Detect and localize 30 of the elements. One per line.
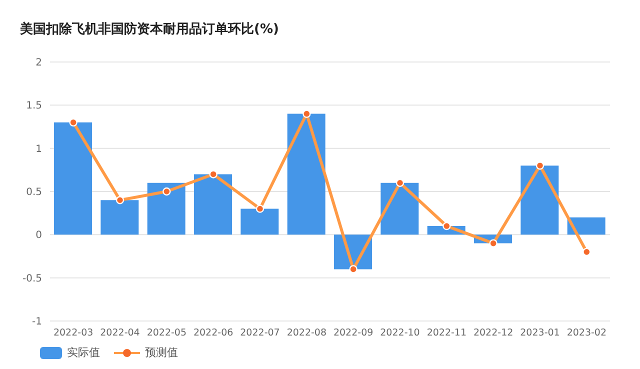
bar [240,208,279,235]
x-tick-label: 2022-07 [240,328,280,339]
bar [520,166,559,235]
x-tick-label: 2023-01 [520,328,560,339]
x-tick-label: 2022-06 [193,328,234,339]
chart-title: 美国扣除飞机非国防资本耐用品订单环比(%) [20,20,279,38]
bar [287,114,326,235]
x-tick-label: 2022-10 [380,328,420,339]
legend-label: 实际值 [67,345,100,360]
x-tick-label: 2022-12 [473,328,514,339]
y-tick-label: 0.5 [26,187,42,198]
x-tick-label: 2022-09 [333,328,374,339]
x-tick-label: 2023-02 [566,328,607,339]
x-tick-label: 2022-05 [146,328,187,339]
x-tick-label: 2022-03 [53,328,94,339]
x-tick-label: 2022-08 [286,328,327,339]
bar [194,174,232,235]
y-tick-label: -1 [32,316,42,328]
bar [54,122,92,235]
x-tick-label: 2022-11 [426,328,467,339]
bar [567,217,606,235]
bar [100,200,139,235]
x-tick-label: 2022-04 [100,328,140,339]
y-tick-label: 0 [36,230,42,242]
bar [147,182,186,235]
y-tick-label: -0.5 [22,273,42,284]
legend-label: 预测值 [145,345,178,360]
y-tick-label: 1.5 [26,100,42,112]
y-tick-label: 1 [36,144,42,155]
y-tick-label: 2 [36,58,42,69]
